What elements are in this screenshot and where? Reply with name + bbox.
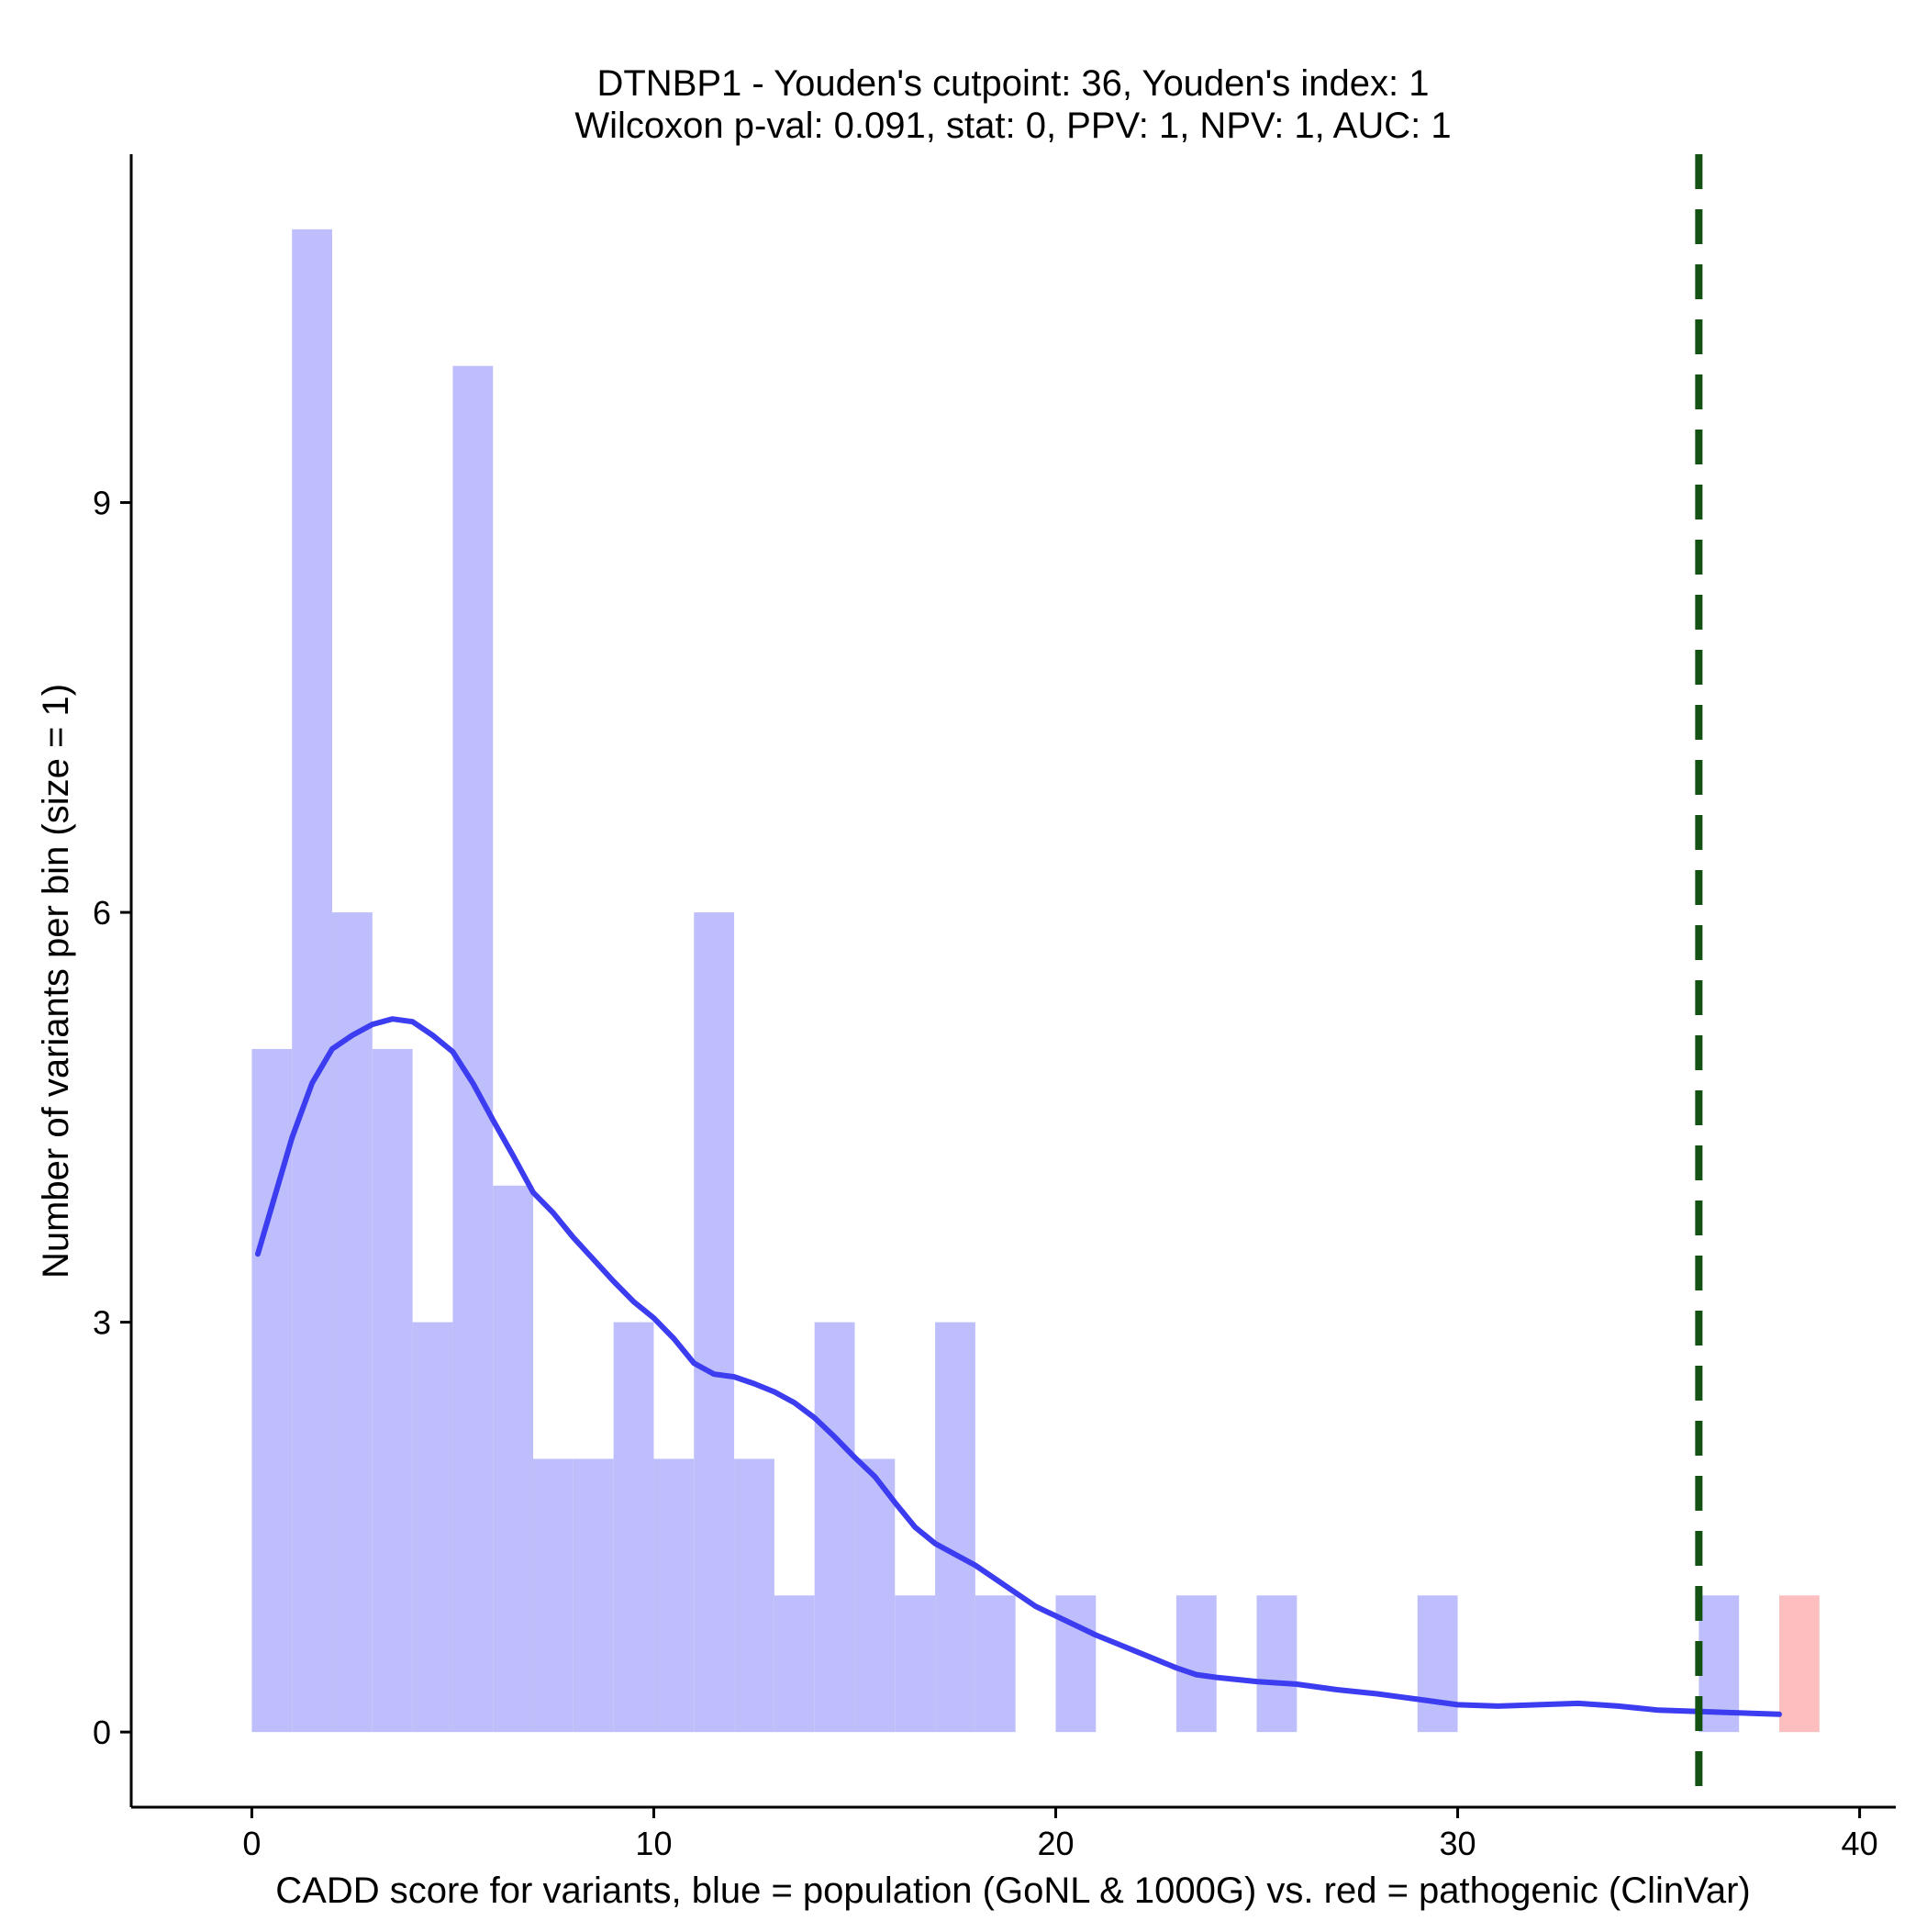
population-bar [573, 1458, 614, 1733]
population-bar [1256, 1595, 1298, 1733]
chart-title-line1: DTNBP1 - Youden's cutpoint: 36, Youden's… [596, 63, 1429, 104]
chart-title-line2: Wilcoxon p-val: 0.091, stat: 0, PPV: 1, … [574, 106, 1451, 146]
x-tick-label: 0 [242, 1825, 261, 1862]
population-bar [412, 1322, 453, 1733]
population-bar [814, 1322, 855, 1733]
population-bar [613, 1322, 654, 1733]
x-axis-label: CADD score for variants, blue = populati… [275, 1871, 1750, 1911]
population-bar [694, 912, 735, 1733]
population-bar [774, 1595, 815, 1733]
population-bar [1417, 1595, 1458, 1733]
y-tick-label: 0 [93, 1714, 111, 1751]
density-layer [255, 1016, 1782, 1717]
population-bar [533, 1458, 574, 1733]
x-tick-label: 20 [1037, 1825, 1074, 1862]
bars-layer [251, 229, 1820, 1733]
population-bar [452, 365, 494, 1733]
y-tick-label: 3 [93, 1304, 111, 1342]
population-bar [653, 1458, 695, 1733]
y-axis-label: Number of variants per bin (size = 1) [36, 684, 76, 1279]
density-curve [255, 1016, 1782, 1717]
population-bar [493, 1185, 534, 1733]
population-bar [1175, 1595, 1217, 1733]
population-bar [975, 1595, 1016, 1733]
population-bar [332, 912, 373, 1733]
x-tick-label: 40 [1842, 1825, 1878, 1862]
population-bar [292, 229, 333, 1733]
population-bar [854, 1458, 896, 1733]
axes-layer: 0 10 20 30 40 0 3 6 9 [93, 154, 1896, 1862]
population-bar [935, 1322, 975, 1733]
x-tick-label: 10 [635, 1825, 672, 1862]
population-bar [895, 1595, 936, 1733]
population-bar [734, 1458, 774, 1733]
y-tick-label: 9 [93, 485, 111, 522]
y-tick-label: 6 [93, 894, 111, 932]
x-tick-label: 30 [1440, 1825, 1476, 1862]
population-bar [372, 1048, 413, 1733]
pathogenic-bar [1778, 1595, 1820, 1733]
